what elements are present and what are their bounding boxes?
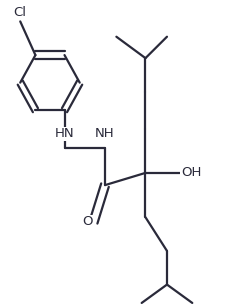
Text: NH: NH [95, 127, 114, 140]
Text: O: O [82, 215, 92, 228]
Text: OH: OH [180, 166, 200, 179]
Text: HN: HN [54, 127, 74, 140]
Text: Cl: Cl [14, 6, 27, 19]
